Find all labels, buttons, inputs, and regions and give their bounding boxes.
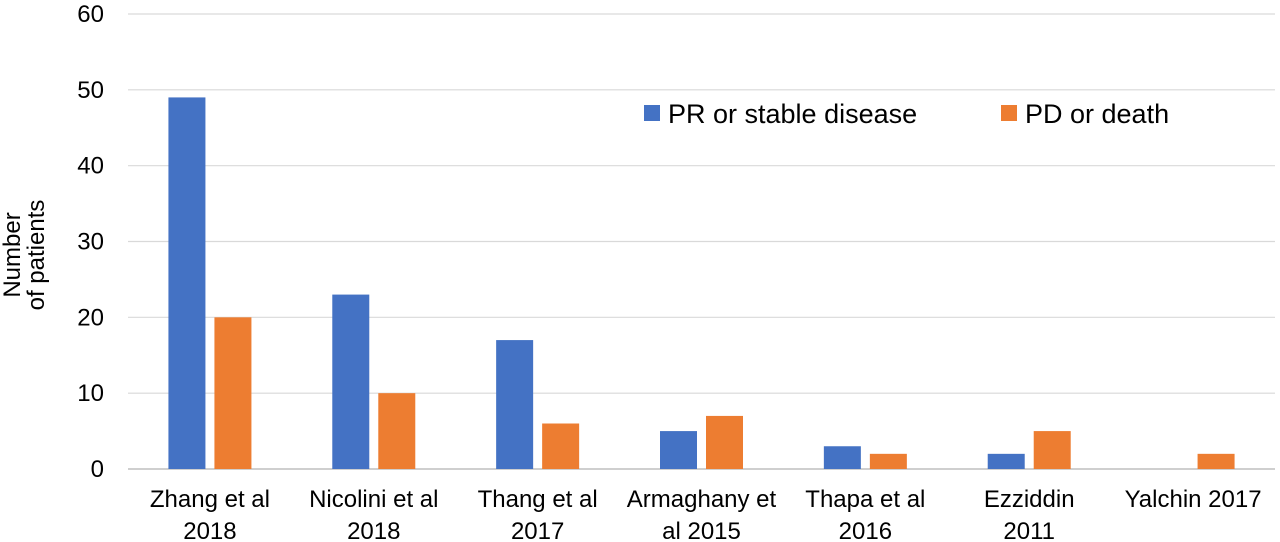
bar-pd-death [378,393,416,469]
y-tick-label: 40 [77,153,104,180]
y-tick-label: 50 [77,77,104,104]
bar-pr-stable [168,97,206,470]
y-tick-label: 0 [91,456,104,483]
bar-pr-stable [332,294,370,469]
bar-pd-death [1197,453,1235,469]
bar-pr-stable [496,340,534,469]
y-axis-ticks: 0 10 20 30 40 50 60 [77,1,104,483]
bar-pd-death [1033,431,1071,469]
bars [168,97,1235,470]
bar-pd-death [542,423,580,469]
legend-label: PD or death [1025,99,1169,129]
gridlines [128,13,1275,470]
x-tick-label: Thang et al 2017 [478,486,598,542]
y-tick-label: 30 [77,229,104,256]
bar-pd-death [706,415,743,469]
bar-pr-stable [823,446,861,469]
x-tick-label: Ezziddin 2011 [984,486,1075,542]
x-tick-label: Thapa et al 2016 [805,486,925,542]
y-axis-title: Numberof patients [0,200,50,311]
bar-pd-death [869,453,907,469]
bar-pr-stable [660,431,697,469]
x-tick-label: Zhang et al 2018 [150,486,270,542]
legend-label: PR or stable disease [668,99,917,129]
y-tick-label: 60 [77,1,104,28]
y-tick-label: 10 [77,380,104,407]
bar-pd-death [214,317,252,469]
y-axis-label-text: Numberof patients [0,200,50,311]
x-tick-label: Armaghany et al 2015 [627,486,777,542]
x-tick-label: Yalchin 2017 [1125,486,1262,513]
x-axis-ticks: Zhang et al 2018 Nicolini et al 2018 Thang e… [150,486,1262,542]
y-axis-label: Numberof patients [0,200,50,311]
legend-swatch [1001,105,1017,121]
bar-pr-stable [987,453,1025,469]
y-tick-label: 20 [77,304,104,331]
legend: PR or stable disease PD or death [644,99,1169,129]
x-tick-label: Nicolini et al 2018 [309,486,438,542]
legend-swatch [644,105,660,121]
